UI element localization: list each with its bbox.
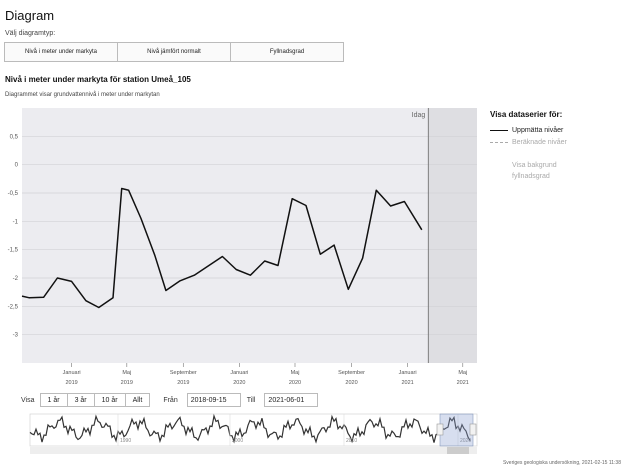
plot-area [22,108,477,363]
chart-type-fill-degree-button[interactable]: Fyllnadsgrad [231,43,343,61]
navigator-tick-label: 1990 [120,438,131,444]
navigator-selection [439,413,474,447]
x-tick-year-label: 2019 [121,380,133,386]
x-tick-label: Maj [291,370,300,376]
page-title: Diagram [5,8,55,23]
y-tick-label: 0,5 [10,134,19,140]
show-fill-background-toggle[interactable]: Visa bakgrund fyllnadsgrad [512,162,557,180]
x-tick-label: Maj [122,370,131,376]
range-10-years-button[interactable]: 10 år [93,393,126,407]
y-tick-label: -2 [13,276,19,282]
navigator-left-handle [436,423,444,436]
y-tick-label: -2,5 [8,304,19,310]
chart-subtitle: Diagrammet visar grundvattennivå i meter… [5,92,160,98]
future-area [428,108,477,363]
chart-type-selector: Nivå i meter under markyta Nivå jämfört … [4,42,344,62]
legend-item-calculated[interactable]: Beräknade nivåer [490,139,620,146]
groundwater-level-chart: 0,5 0 -0,5 -1 -1,5 -2 -2,5 -3 Januari 2019 Maj 2019… [8,108,477,386]
x-tick-label: Maj [458,370,467,376]
legend: Visa dataserier för: Uppmätta nivåer Ber… [490,110,620,182]
from-date-input[interactable] [186,393,241,407]
range-selector: Visa 1 år 3 år 10 år Allt Från Till [21,393,324,407]
navigator-area [29,413,478,447]
x-tick-label: September [170,370,197,376]
legend-calculated-label: Beräknade nivåer [512,139,567,146]
legend-item-measured[interactable]: Uppmätta nivåer [490,127,620,134]
x-tick-year-label: 2019 [177,380,189,386]
x-tick-year-label: 2020 [233,380,245,386]
navigator-series-line [29,413,471,444]
to-date-input[interactable] [264,393,319,407]
y-tick-label: -0,5 [8,191,19,197]
y-tick-label: -1,5 [8,248,19,254]
range-1-year-button[interactable]: 1 år [39,393,68,407]
to-label: Till [246,396,256,404]
x-tick-year-label: 2021 [401,380,413,386]
x-tick-year-label: 2020 [289,380,301,386]
range-all-button[interactable]: Allt [124,393,151,407]
x-tick-year-label: 2019 [66,380,78,386]
today-label: Idag [412,112,426,119]
choose-chart-type-label: Välj diagramtyp: [5,30,56,37]
range-show-label: Visa [21,396,35,404]
y-tick-label: -3 [13,333,19,339]
dashed-line-icon [490,142,508,143]
series-line-measured [21,187,423,309]
navigator-tick-label: 2010 [346,438,357,444]
navigator-tick-label: 2020 [460,438,471,444]
solid-line-icon [490,130,508,131]
from-label: Från [163,396,178,404]
navigator-tick-label: 2000 [232,438,243,444]
x-tick-label: Januari [399,370,417,376]
chart-type-level-below-ground-button[interactable]: Nivå i meter under markyta [5,43,118,61]
x-tick-year-label: 2020 [345,380,357,386]
legend-measured-label: Uppmätta nivåer [512,127,564,134]
navigator-right-handle [469,423,477,436]
navigator-scrollbar [30,447,477,454]
x-tick-label: September [338,370,365,376]
y-tick-label: -1 [13,219,19,225]
legend-heading: Visa dataserier för: [490,110,563,119]
range-3-years-button[interactable]: 3 år [66,393,95,407]
navigator[interactable]: 1990 2000 2010 2020 [29,413,478,454]
x-tick-label: Januari [230,370,248,376]
x-tick-label: Januari [63,370,81,376]
chart-title: Nivå i meter under markyta för station U… [5,75,191,84]
y-tick-label: 0 [15,163,19,169]
x-tick-year-label: 2021 [457,380,469,386]
chart-type-level-vs-normal-button[interactable]: Nivå jämfört normalt [118,43,231,61]
navigator-scrollbar-thumb [447,447,469,454]
footer-credit: Sveriges geologiska undersökning, 2021-0… [502,460,621,466]
